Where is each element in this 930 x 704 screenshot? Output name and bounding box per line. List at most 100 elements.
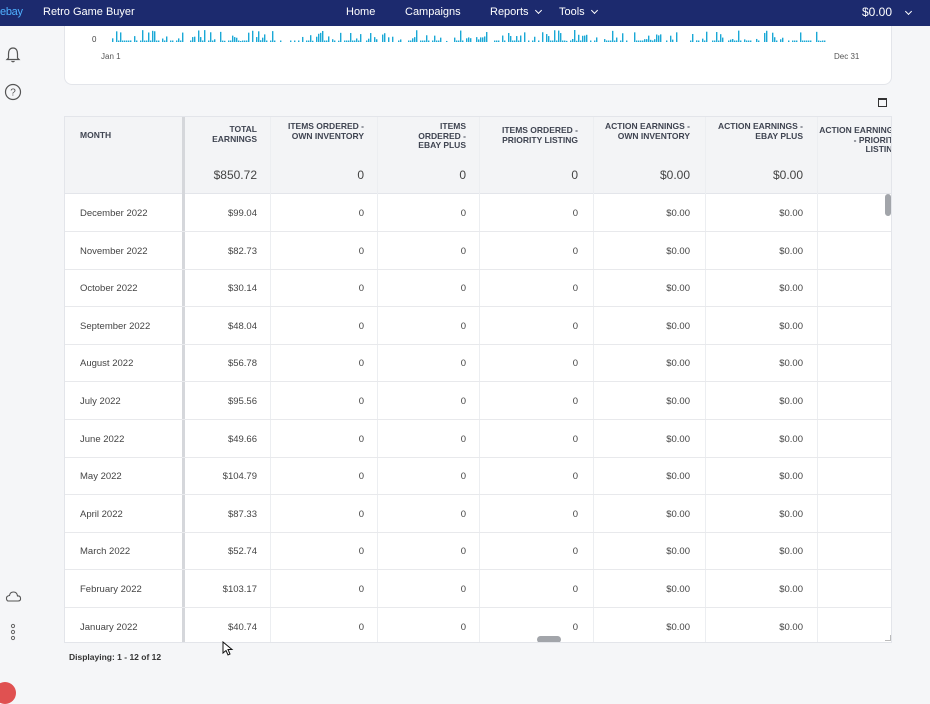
daily-bar bbox=[318, 33, 320, 42]
column-header[interactable]: TOTAL EARNINGS bbox=[212, 124, 257, 144]
daily-bar bbox=[560, 33, 562, 42]
daily-bar bbox=[504, 40, 506, 42]
svg-text:?: ? bbox=[10, 88, 16, 99]
column-header[interactable]: ITEMS ORDERED - PRIORITY LISTING bbox=[501, 125, 578, 145]
daily-bar bbox=[640, 40, 642, 42]
daily-bar bbox=[294, 40, 296, 42]
nav-home[interactable]: Home bbox=[346, 6, 376, 18]
app-name[interactable]: Retro Game Buyer bbox=[43, 6, 135, 18]
daily-bar bbox=[564, 40, 566, 42]
daily-bar bbox=[748, 40, 750, 42]
value-cell: $0.00 bbox=[666, 283, 690, 295]
daily-bar bbox=[280, 40, 282, 42]
daily-bar bbox=[198, 30, 200, 42]
table-row[interactable]: September 2022 $48.04 0 0 0 $0.00 $0.00 bbox=[65, 307, 891, 345]
daily-bar bbox=[468, 37, 470, 42]
daily-bar bbox=[392, 36, 394, 42]
avatar[interactable] bbox=[0, 682, 16, 704]
table-row[interactable]: March 2022 $52.74 0 0 0 $0.00 $0.00 bbox=[65, 532, 891, 571]
daily-bar bbox=[650, 39, 652, 42]
table-row[interactable]: February 2022 $103.17 0 0 0 $0.00 $0.00 bbox=[65, 570, 891, 608]
resize-handle-icon[interactable] bbox=[885, 635, 891, 641]
nav-reports[interactable]: Reports bbox=[490, 6, 542, 18]
column-divider[interactable] bbox=[270, 117, 271, 642]
month-cell: November 2022 bbox=[80, 245, 148, 257]
daily-bar bbox=[756, 38, 758, 42]
daily-bar bbox=[384, 33, 386, 42]
value-cell: 0 bbox=[358, 208, 364, 219]
help-icon[interactable]: ? bbox=[4, 83, 22, 101]
column-header[interactable]: MONTH bbox=[80, 130, 112, 140]
minimize-icon[interactable] bbox=[878, 98, 887, 107]
value-cell: 0 bbox=[358, 546, 364, 558]
table-row[interactable]: June 2022 $49.66 0 0 0 $0.00 $0.00 bbox=[65, 420, 891, 458]
column-total: $0.00 bbox=[772, 168, 803, 182]
daily-bar bbox=[758, 40, 760, 42]
daily-bar bbox=[512, 40, 514, 42]
daily-bar bbox=[652, 40, 654, 42]
daily-bar bbox=[660, 34, 662, 42]
daily-bar bbox=[620, 40, 622, 42]
account-balance[interactable]: $0.00 bbox=[862, 5, 913, 19]
horizontal-scrollbar[interactable] bbox=[537, 636, 561, 642]
table-row[interactable]: October 2022 $30.14 0 0 0 $0.00 $0.00 bbox=[65, 269, 891, 308]
column-header[interactable]: ACTION EARNINGS - EBAY PLUS bbox=[718, 121, 803, 141]
column-divider[interactable] bbox=[593, 117, 594, 642]
nav-campaigns[interactable]: Campaigns bbox=[405, 6, 461, 18]
daily-bar bbox=[690, 40, 692, 42]
daily-bar bbox=[546, 34, 548, 42]
daily-bar bbox=[816, 31, 818, 42]
daily-bar bbox=[308, 40, 310, 42]
bell-icon[interactable] bbox=[4, 46, 22, 64]
nav-tools[interactable]: Tools bbox=[559, 6, 598, 18]
daily-bar bbox=[190, 40, 192, 42]
daily-bar bbox=[720, 34, 722, 42]
table-row[interactable]: August 2022 $56.78 0 0 0 $0.00 $0.00 bbox=[65, 344, 891, 383]
value-cell: $0.00 bbox=[779, 208, 803, 219]
table-row[interactable]: November 2022 $82.73 0 0 0 $0.00 $0.00 bbox=[65, 232, 891, 270]
column-header[interactable]: ITEMS ORDERED - EBAY PLUS bbox=[418, 121, 466, 150]
daily-bar bbox=[738, 30, 740, 42]
column-divider[interactable] bbox=[817, 117, 818, 642]
value-cell: $30.14 bbox=[227, 283, 257, 295]
column-total: 0 bbox=[459, 168, 466, 182]
column-divider[interactable] bbox=[705, 117, 706, 642]
value-cell: 0 bbox=[572, 584, 578, 595]
daily-bar bbox=[594, 40, 596, 42]
more-icon[interactable] bbox=[4, 623, 22, 641]
table-row[interactable]: January 2022 $40.74 0 0 0 $0.00 $0.00 bbox=[65, 608, 891, 642]
daily-bar bbox=[212, 40, 214, 42]
daily-bar bbox=[238, 40, 240, 42]
month-cell: April 2022 bbox=[80, 508, 123, 520]
value-cell: 0 bbox=[460, 621, 466, 633]
value-cell: 0 bbox=[572, 320, 578, 332]
daily-bar bbox=[150, 40, 152, 42]
ebay-logo[interactable]: ebay bbox=[0, 6, 23, 18]
table-row[interactable]: May 2022 $104.79 0 0 0 $0.00 $0.00 bbox=[65, 457, 891, 496]
column-total: $0.00 bbox=[659, 168, 690, 182]
x-tick-start: Jan 1 bbox=[101, 52, 121, 61]
cloud-icon[interactable] bbox=[4, 587, 22, 605]
daily-bar bbox=[180, 40, 182, 42]
value-cell: 0 bbox=[460, 208, 466, 219]
daily-bar bbox=[646, 39, 648, 42]
daily-bar bbox=[548, 36, 550, 42]
column-header[interactable]: ACTION EARNINGS - OWN INVENTORY bbox=[605, 121, 690, 141]
column-divider[interactable] bbox=[479, 117, 480, 642]
value-cell: 0 bbox=[358, 584, 364, 595]
daily-bar bbox=[134, 36, 136, 42]
table-row[interactable]: December 2022 $99.04 0 0 0 $0.00 $0.00 bbox=[65, 194, 891, 232]
x-tick-end: Dec 31 bbox=[834, 52, 860, 61]
daily-bar bbox=[542, 32, 544, 42]
vertical-scrollbar[interactable] bbox=[885, 194, 891, 216]
column-header[interactable]: ACTION EARNINGS - PRIORITY LISTING bbox=[819, 125, 892, 154]
daily-bar bbox=[552, 40, 554, 42]
value-cell: 0 bbox=[460, 508, 466, 520]
daily-bar bbox=[658, 35, 660, 42]
table-row[interactable]: July 2022 $95.56 0 0 0 $0.00 $0.00 bbox=[65, 382, 891, 420]
table-row[interactable]: April 2022 $87.33 0 0 0 $0.00 $0.00 bbox=[65, 495, 891, 533]
daily-bar bbox=[612, 30, 614, 42]
column-header[interactable]: ITEMS ORDERED - OWN INVENTORY bbox=[287, 121, 364, 141]
daily-bar bbox=[712, 40, 714, 42]
column-divider[interactable] bbox=[377, 117, 378, 642]
